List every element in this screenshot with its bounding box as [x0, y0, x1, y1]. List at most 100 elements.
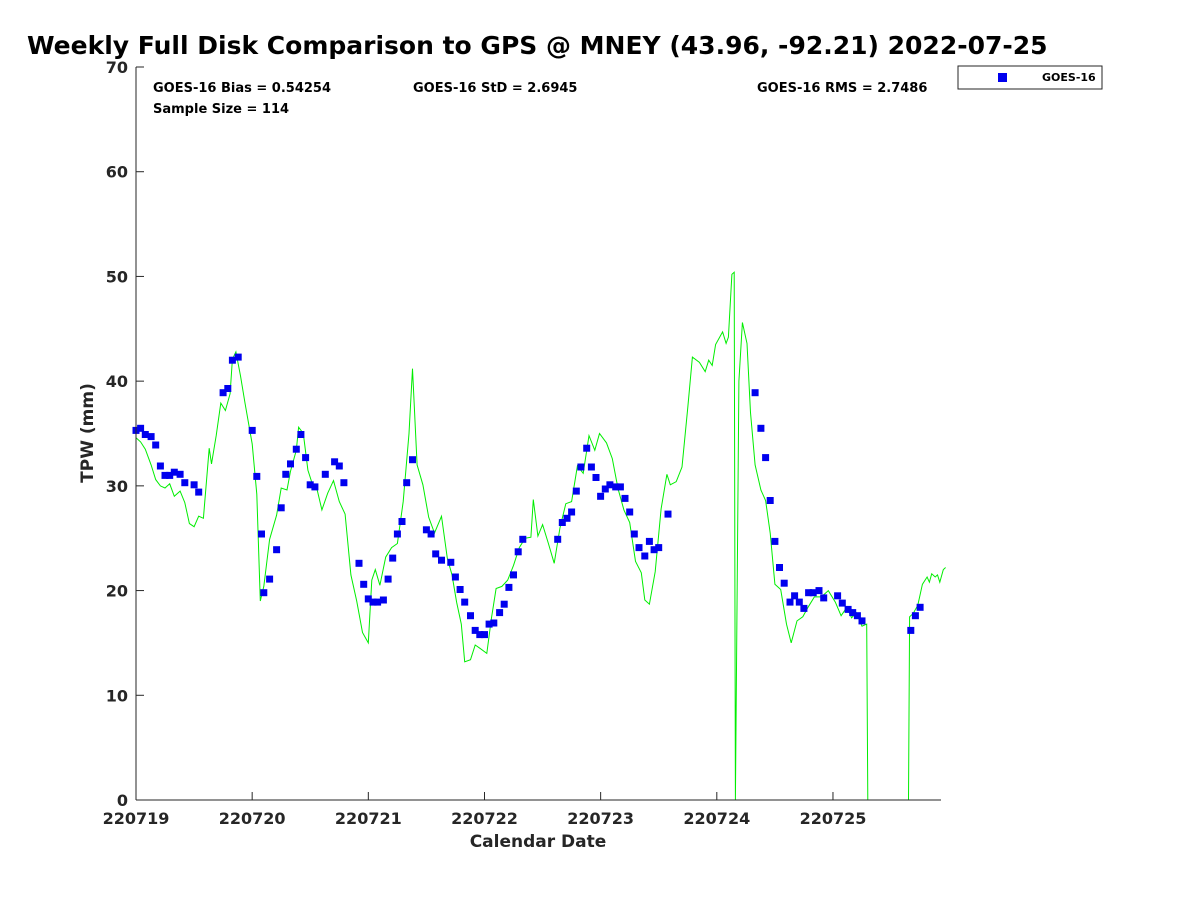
- goes-point-82: [626, 508, 634, 516]
- goes-point-101: [805, 589, 813, 597]
- y-tick-label-3: 30: [106, 477, 128, 496]
- x-tick-label-2: 220721: [335, 809, 402, 828]
- goes-point-46: [409, 456, 416, 464]
- goes-point-83: [630, 530, 638, 538]
- goes-point-23: [277, 504, 285, 512]
- goes-point-86: [645, 537, 653, 545]
- goes-point-74: [587, 463, 595, 471]
- goes-point-72: [577, 463, 585, 471]
- goes-point-56: [471, 626, 479, 634]
- x-tick-label-3: 220722: [451, 809, 518, 828]
- goes-point-32: [331, 458, 339, 466]
- goes-point-78: [606, 481, 614, 489]
- goes-point-98: [791, 592, 799, 600]
- y-tick-label-6: 60: [106, 163, 128, 182]
- goes-point-63: [505, 583, 513, 591]
- goes-point-94: [771, 537, 779, 545]
- goes-point-37: [364, 595, 372, 603]
- goes-point-100: [800, 604, 808, 612]
- goes-point-36: [360, 580, 368, 588]
- goes-point-106: [838, 599, 846, 607]
- goes-point-26: [292, 445, 300, 453]
- goes-point-6: [161, 471, 169, 479]
- goes-point-2: [141, 431, 149, 438]
- goes-point-60: [490, 619, 498, 627]
- goes-point-5: [156, 462, 164, 470]
- goes-point-87: [650, 546, 658, 554]
- goes-point-107: [844, 605, 852, 613]
- goes-point-112: [911, 612, 919, 620]
- x-tick-label-6: 220725: [800, 809, 867, 828]
- goes-point-108: [849, 609, 857, 617]
- goes-point-34: [340, 479, 348, 487]
- goes-point-61: [496, 609, 504, 617]
- goes-point-105: [834, 592, 842, 600]
- goes-point-50: [438, 556, 445, 564]
- goes-point-8: [170, 468, 178, 476]
- rms-stat: GOES-16 RMS = 2.7486: [757, 81, 927, 96]
- goes-point-55: [467, 612, 474, 620]
- goes-point-11: [190, 481, 198, 489]
- goes-point-18: [253, 472, 261, 480]
- goes-point-22: [273, 546, 281, 554]
- goes-point-16: [234, 353, 242, 361]
- goes-point-9: [176, 470, 184, 478]
- goes-point-4: [152, 441, 160, 449]
- goes-point-42: [389, 554, 397, 562]
- goes-point-31: [321, 470, 329, 478]
- goes-point-15: [228, 356, 236, 364]
- goes-point-75: [592, 474, 600, 481]
- goes-point-30: [311, 483, 319, 491]
- goes-point-81: [621, 494, 629, 502]
- goes-point-96: [780, 579, 788, 587]
- x-axis-label: Calendar Date: [470, 832, 607, 852]
- goes-point-104: [820, 594, 828, 602]
- goes-point-62: [500, 600, 508, 608]
- goes-point-53: [456, 586, 464, 593]
- goes-point-43: [393, 530, 401, 538]
- y-tick-label-2: 20: [106, 582, 128, 601]
- goes-point-57: [476, 631, 484, 639]
- goes-point-1: [137, 424, 145, 432]
- sample-size-stat: Sample Size = 114: [153, 102, 289, 117]
- goes-point-103: [815, 587, 823, 595]
- goes-point-80: [616, 483, 624, 491]
- goes-point-52: [451, 573, 459, 581]
- goes-point-70: [568, 508, 576, 516]
- legend: GOES-16: [957, 65, 1103, 90]
- y-tick-label-1: 10: [106, 686, 128, 705]
- goes-point-48: [427, 530, 435, 538]
- goes-point-71: [572, 487, 580, 495]
- bias-stat: GOES-16 Bias = 0.54254: [153, 81, 331, 96]
- goes-point-24: [282, 470, 290, 478]
- goes-point-59: [485, 620, 493, 628]
- std-stat: GOES-16 StD = 2.6945: [413, 81, 577, 96]
- goes-point-73: [583, 444, 591, 452]
- goes-point-111: [907, 626, 915, 634]
- goes-point-29: [306, 481, 314, 489]
- goes-point-110: [858, 617, 866, 625]
- goes-point-84: [635, 544, 643, 552]
- goes-point-10: [181, 479, 189, 487]
- goes-point-92: [762, 454, 770, 462]
- goes-point-51: [447, 558, 455, 566]
- tick-layer: 0 10 20 30 40 50 60 70 220719 220720 220721 220722 2…: [103, 58, 867, 828]
- goes-point-66: [519, 535, 527, 543]
- goes-point-90: [751, 389, 759, 397]
- gps-line-1: [135, 271, 869, 801]
- goes-point-40: [379, 596, 387, 604]
- goes-point-97: [786, 598, 794, 606]
- goes-point-17: [248, 426, 256, 434]
- goes-point-41: [384, 575, 392, 583]
- goes-point-44: [398, 518, 406, 525]
- goes-point-67: [554, 535, 562, 543]
- goes-point-93: [766, 497, 774, 504]
- goes-point-88: [655, 544, 663, 552]
- goes-point-79: [612, 483, 620, 491]
- goes-point-28: [302, 454, 310, 462]
- goes-point-69: [563, 514, 571, 522]
- goes-point-68: [558, 519, 566, 526]
- goes-point-95: [776, 564, 783, 571]
- goes-point-99: [795, 598, 803, 606]
- goes-point-13: [219, 389, 227, 397]
